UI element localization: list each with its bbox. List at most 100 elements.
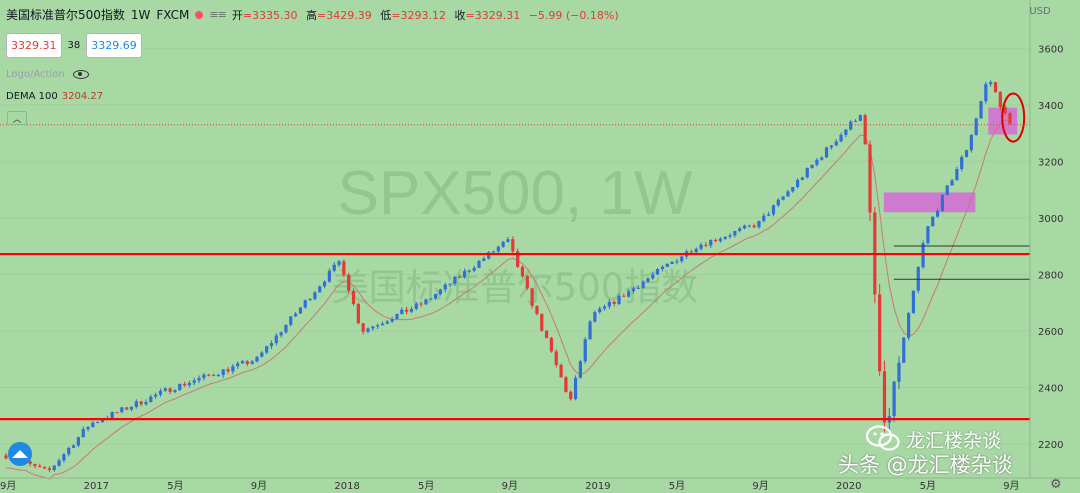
candle-body [380,323,385,326]
candle-body [844,129,848,135]
candle-body [419,303,423,305]
candle-body [979,101,983,119]
candle-body [395,313,399,320]
candle-body [91,422,95,428]
y-tick-label: 3000 [1038,214,1063,225]
candle-body [458,276,462,278]
symbol-name[interactable]: 美国标准普尔500指数 [6,8,125,22]
candle-body [294,313,298,317]
candle-body [656,269,660,275]
candle-body [858,115,862,121]
candle-body [549,337,554,352]
candle-body [902,337,906,363]
x-tick-label: 5月 [669,480,685,492]
candle-body [168,388,172,392]
candle-body [443,284,447,290]
candle-body [236,363,240,367]
candle-body [974,118,978,135]
candle-body [839,134,843,142]
candle-body [28,461,32,464]
buy-button[interactable]: 3329.69 [86,33,142,58]
candle-body [120,407,124,413]
candle-body [472,267,476,271]
y-tick-label: 2600 [1038,327,1063,338]
candle-body [853,120,858,122]
candle-body [573,377,578,400]
candle-body [351,290,356,305]
candle-body [718,238,722,242]
candle-body [588,321,592,340]
candle-body [298,307,303,314]
candle-body [704,244,708,246]
candle-body [163,388,167,391]
candle-body [197,377,201,381]
close-label: 收 [454,8,466,22]
candle-body [955,168,959,181]
sell-button[interactable]: 3329.31 [6,33,62,58]
candle-body [279,332,283,336]
currency-label: USD [1029,6,1051,17]
eye-icon[interactable] [72,70,89,79]
candle-body [602,306,607,309]
candle-body [453,276,457,284]
candle-body [371,326,375,329]
timeframe[interactable]: 1W [130,7,151,22]
candle-body [52,465,56,470]
toutiao-watermark: 头条 @龙汇楼杂谈 [838,453,1013,477]
logo-indicator[interactable]: Logo/Action [6,69,89,80]
candle-body [829,145,833,148]
candle-body [265,346,269,353]
candle-body [820,157,824,160]
candle-body [173,390,177,392]
change-value: −5.99 (−0.18%) [528,8,619,22]
candle-body [945,185,949,195]
candle-body [699,244,703,249]
spread-value: 38 [67,40,81,51]
candle-body [665,263,669,267]
candle-body [950,180,954,186]
dema-legend[interactable]: DEMA 100 3204.27 [6,91,103,102]
candle-body [308,299,312,301]
candle-body [762,215,766,221]
candle-body [284,324,288,333]
candle-body [627,291,631,297]
candle-body [100,419,105,423]
candle-body [347,274,351,291]
candle-body [216,375,220,377]
candle-body [578,361,582,378]
candle-body [670,261,674,264]
candle-body [617,295,621,304]
tradingview-logo-icon[interactable] [8,442,32,466]
candle-body [530,288,534,306]
y-tick-label: 2200 [1038,440,1063,451]
candle-body [631,288,636,292]
candle-body [757,220,761,228]
candle-body [878,294,882,372]
candle-body [491,251,496,253]
y-tick-label: 3400 [1038,101,1063,112]
candle-body [250,361,254,365]
status-dot-icon [195,10,204,19]
candle-body [149,396,153,403]
open-label: 开 [231,8,243,22]
gear-icon[interactable]: ⚙ [1050,477,1062,492]
candle-body [192,380,196,383]
candle-body [202,374,206,378]
high-value: =3429.39 [317,8,372,22]
candle-body [660,266,665,270]
candle-body [680,256,684,262]
candle-body [125,407,129,410]
candle-body [255,356,259,362]
candle-body [863,115,867,145]
chevron-up-icon[interactable]: ︿ [7,111,27,125]
x-tick-label: 9月 [251,480,267,492]
candle-body [43,467,47,469]
trade-panel: 3329.31 38 3329.69 [6,33,142,58]
candle-body [569,391,573,400]
more-icon[interactable]: ≡≡ [209,8,226,21]
low-label: 低 [380,8,392,22]
candle-body [892,381,896,417]
candle-body [81,429,85,438]
wechat-icon [866,425,900,451]
